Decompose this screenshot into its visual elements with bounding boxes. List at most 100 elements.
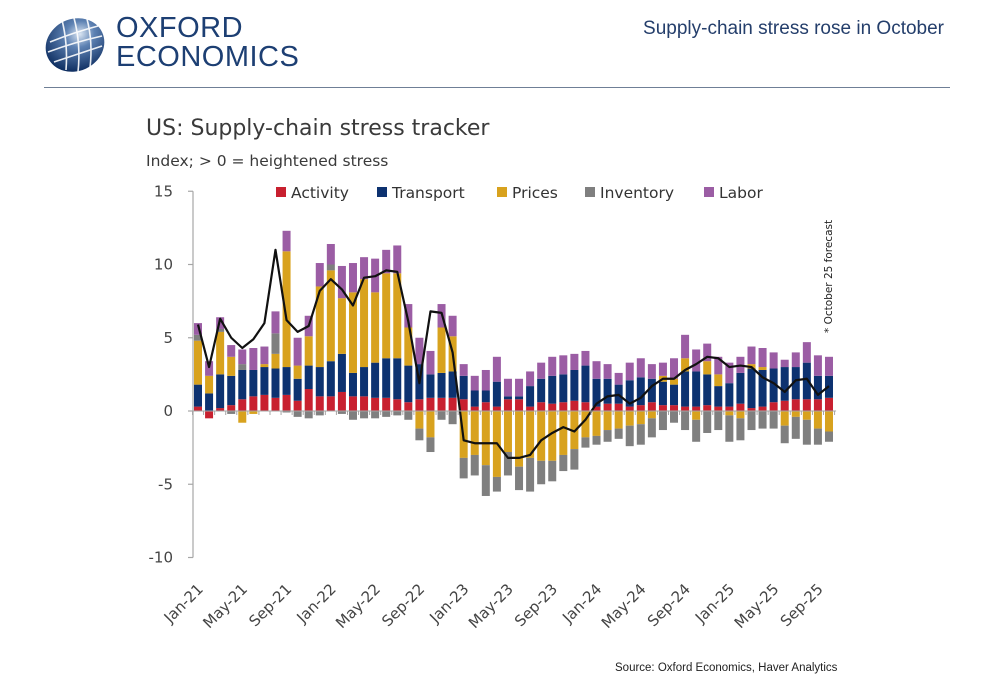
bar-activity-feb-24 bbox=[603, 403, 612, 412]
bar-activity-nov-24 bbox=[703, 405, 712, 411]
bar-prices-jun-22 bbox=[382, 273, 391, 359]
bar-transport-oct-23 bbox=[559, 374, 568, 403]
bar-labor-jul-23 bbox=[526, 371, 535, 387]
bar-activity-oct-24 bbox=[692, 406, 701, 411]
bar-activity-may-22 bbox=[371, 397, 380, 411]
bar-transport-aug-24 bbox=[670, 384, 679, 406]
bar-transport-mar-25 bbox=[747, 368, 756, 409]
bar-prices-may-21 bbox=[238, 411, 247, 423]
bar-transport-may-23 bbox=[503, 396, 512, 400]
bar-transport-apr-21 bbox=[227, 375, 236, 406]
bar-labor-jan-23 bbox=[459, 364, 468, 376]
bar-transport-jun-24 bbox=[647, 378, 656, 403]
bar-labor-aug-23 bbox=[537, 362, 546, 379]
bar-activity-apr-24 bbox=[625, 406, 634, 411]
bar-activity-nov-23 bbox=[570, 400, 579, 411]
legend-swatch-labor bbox=[704, 187, 714, 197]
bar-labor-may-24 bbox=[636, 358, 645, 378]
bar-transport-nov-22 bbox=[437, 372, 446, 398]
bar-transport-nov-24 bbox=[703, 374, 712, 406]
bar-inventory-oct-25 bbox=[824, 431, 833, 442]
bar-transport-oct-21 bbox=[293, 378, 302, 401]
bar-transport-apr-23 bbox=[492, 381, 501, 407]
bar-prices-mar-23 bbox=[481, 411, 490, 466]
bar-inventory-apr-24 bbox=[625, 425, 634, 447]
bar-inventory-jan-23 bbox=[459, 457, 468, 479]
bar-activity-sep-24 bbox=[681, 406, 690, 411]
legend-swatch-prices bbox=[497, 187, 507, 197]
bar-inventory-jul-22 bbox=[393, 411, 402, 416]
bar-inventory-nov-21 bbox=[304, 411, 313, 419]
bar-inventory-mar-24 bbox=[614, 428, 623, 439]
bar-prices-dec-21 bbox=[315, 286, 324, 368]
bar-prices-jul-25 bbox=[791, 411, 800, 417]
bar-labor-sep-23 bbox=[548, 356, 557, 376]
bar-labor-jan-21 bbox=[194, 323, 202, 335]
bar-prices-jul-22 bbox=[393, 273, 402, 359]
bar-prices-jul-21 bbox=[260, 364, 269, 368]
bar-activity-feb-22 bbox=[337, 391, 346, 411]
bar-activity-aug-24 bbox=[670, 405, 679, 411]
bar-prices-apr-22 bbox=[360, 279, 369, 368]
bar-prices-sep-21 bbox=[282, 251, 291, 368]
bar-activity-jun-21 bbox=[249, 396, 258, 411]
legend-label-prices: Prices bbox=[512, 184, 558, 202]
bar-activity-mar-25 bbox=[747, 408, 756, 411]
bar-inventory-jun-22 bbox=[382, 411, 391, 417]
bar-activity-dec-23 bbox=[581, 402, 590, 411]
bar-activity-aug-22 bbox=[404, 402, 413, 411]
source-note: Source: Oxford Economics, Haver Analytic… bbox=[615, 662, 838, 674]
bar-prices-aug-22 bbox=[404, 327, 413, 366]
bar-inventory-dec-21 bbox=[315, 411, 324, 416]
bar-inventory-apr-21 bbox=[227, 411, 236, 414]
bar-labor-aug-25 bbox=[802, 342, 811, 363]
bar-transport-jan-25 bbox=[725, 383, 734, 407]
bar-activity-jul-21 bbox=[260, 394, 269, 411]
bar-prices-mar-24 bbox=[614, 411, 623, 429]
bar-labor-dec-21 bbox=[315, 263, 324, 287]
bar-activity-apr-25 bbox=[758, 406, 767, 411]
bar-activity-jan-25 bbox=[725, 406, 734, 411]
bar-activity-dec-24 bbox=[714, 406, 723, 411]
bar-activity-aug-23 bbox=[537, 402, 546, 411]
bar-activity-sep-25 bbox=[813, 399, 822, 411]
bar-labor-dec-23 bbox=[581, 350, 590, 366]
bar-inventory-dec-23 bbox=[581, 437, 590, 448]
bar-prices-feb-21 bbox=[205, 375, 214, 394]
y-axis: 15 10 5 0 -5 -10 bbox=[149, 182, 194, 567]
bar-inventory-may-21 bbox=[238, 364, 247, 370]
legend-label-labor: Labor bbox=[719, 184, 763, 202]
bar-transport-jul-22 bbox=[393, 358, 402, 400]
bar-transport-dec-23 bbox=[581, 365, 590, 403]
bar-prices-sep-25 bbox=[813, 411, 822, 429]
bar-prices-feb-24 bbox=[603, 411, 612, 431]
bar-labor-oct-24 bbox=[692, 349, 701, 372]
bar-activity-apr-23 bbox=[492, 406, 501, 411]
bar-activity-may-24 bbox=[636, 405, 645, 411]
bar-labor-feb-22 bbox=[337, 265, 346, 299]
bar-inventory-aug-21 bbox=[271, 333, 280, 354]
bar-inventory-jun-24 bbox=[647, 418, 656, 438]
bar-labor-jun-22 bbox=[382, 249, 391, 274]
bar-activity-jun-23 bbox=[515, 399, 524, 411]
bar-prices-jan-25 bbox=[725, 411, 734, 416]
bar-labor-feb-21 bbox=[205, 361, 214, 376]
bar-labor-apr-24 bbox=[625, 362, 634, 381]
bar-transport-oct-22 bbox=[426, 374, 435, 398]
bar-activity-apr-21 bbox=[227, 405, 236, 411]
bar-prices-nov-22 bbox=[437, 327, 446, 373]
legend-label-transport: Transport bbox=[391, 184, 465, 202]
bar-inventory-oct-21 bbox=[293, 411, 302, 417]
bar-activity-jun-24 bbox=[647, 402, 656, 411]
bar-inventory-may-24 bbox=[636, 424, 645, 445]
bar-prices-jun-23 bbox=[515, 411, 524, 467]
bar-transport-mar-23 bbox=[481, 390, 490, 403]
bar-transport-aug-23 bbox=[537, 378, 546, 403]
bar-labor-mar-22 bbox=[348, 263, 357, 293]
bar-transport-jun-22 bbox=[382, 358, 391, 398]
bar-inventory-dec-22 bbox=[448, 411, 457, 425]
legend-swatch-inventory bbox=[585, 187, 595, 197]
logo-line-1: OXFORD bbox=[116, 12, 244, 44]
bars-group bbox=[194, 230, 833, 496]
bar-labor-oct-22 bbox=[426, 350, 435, 375]
